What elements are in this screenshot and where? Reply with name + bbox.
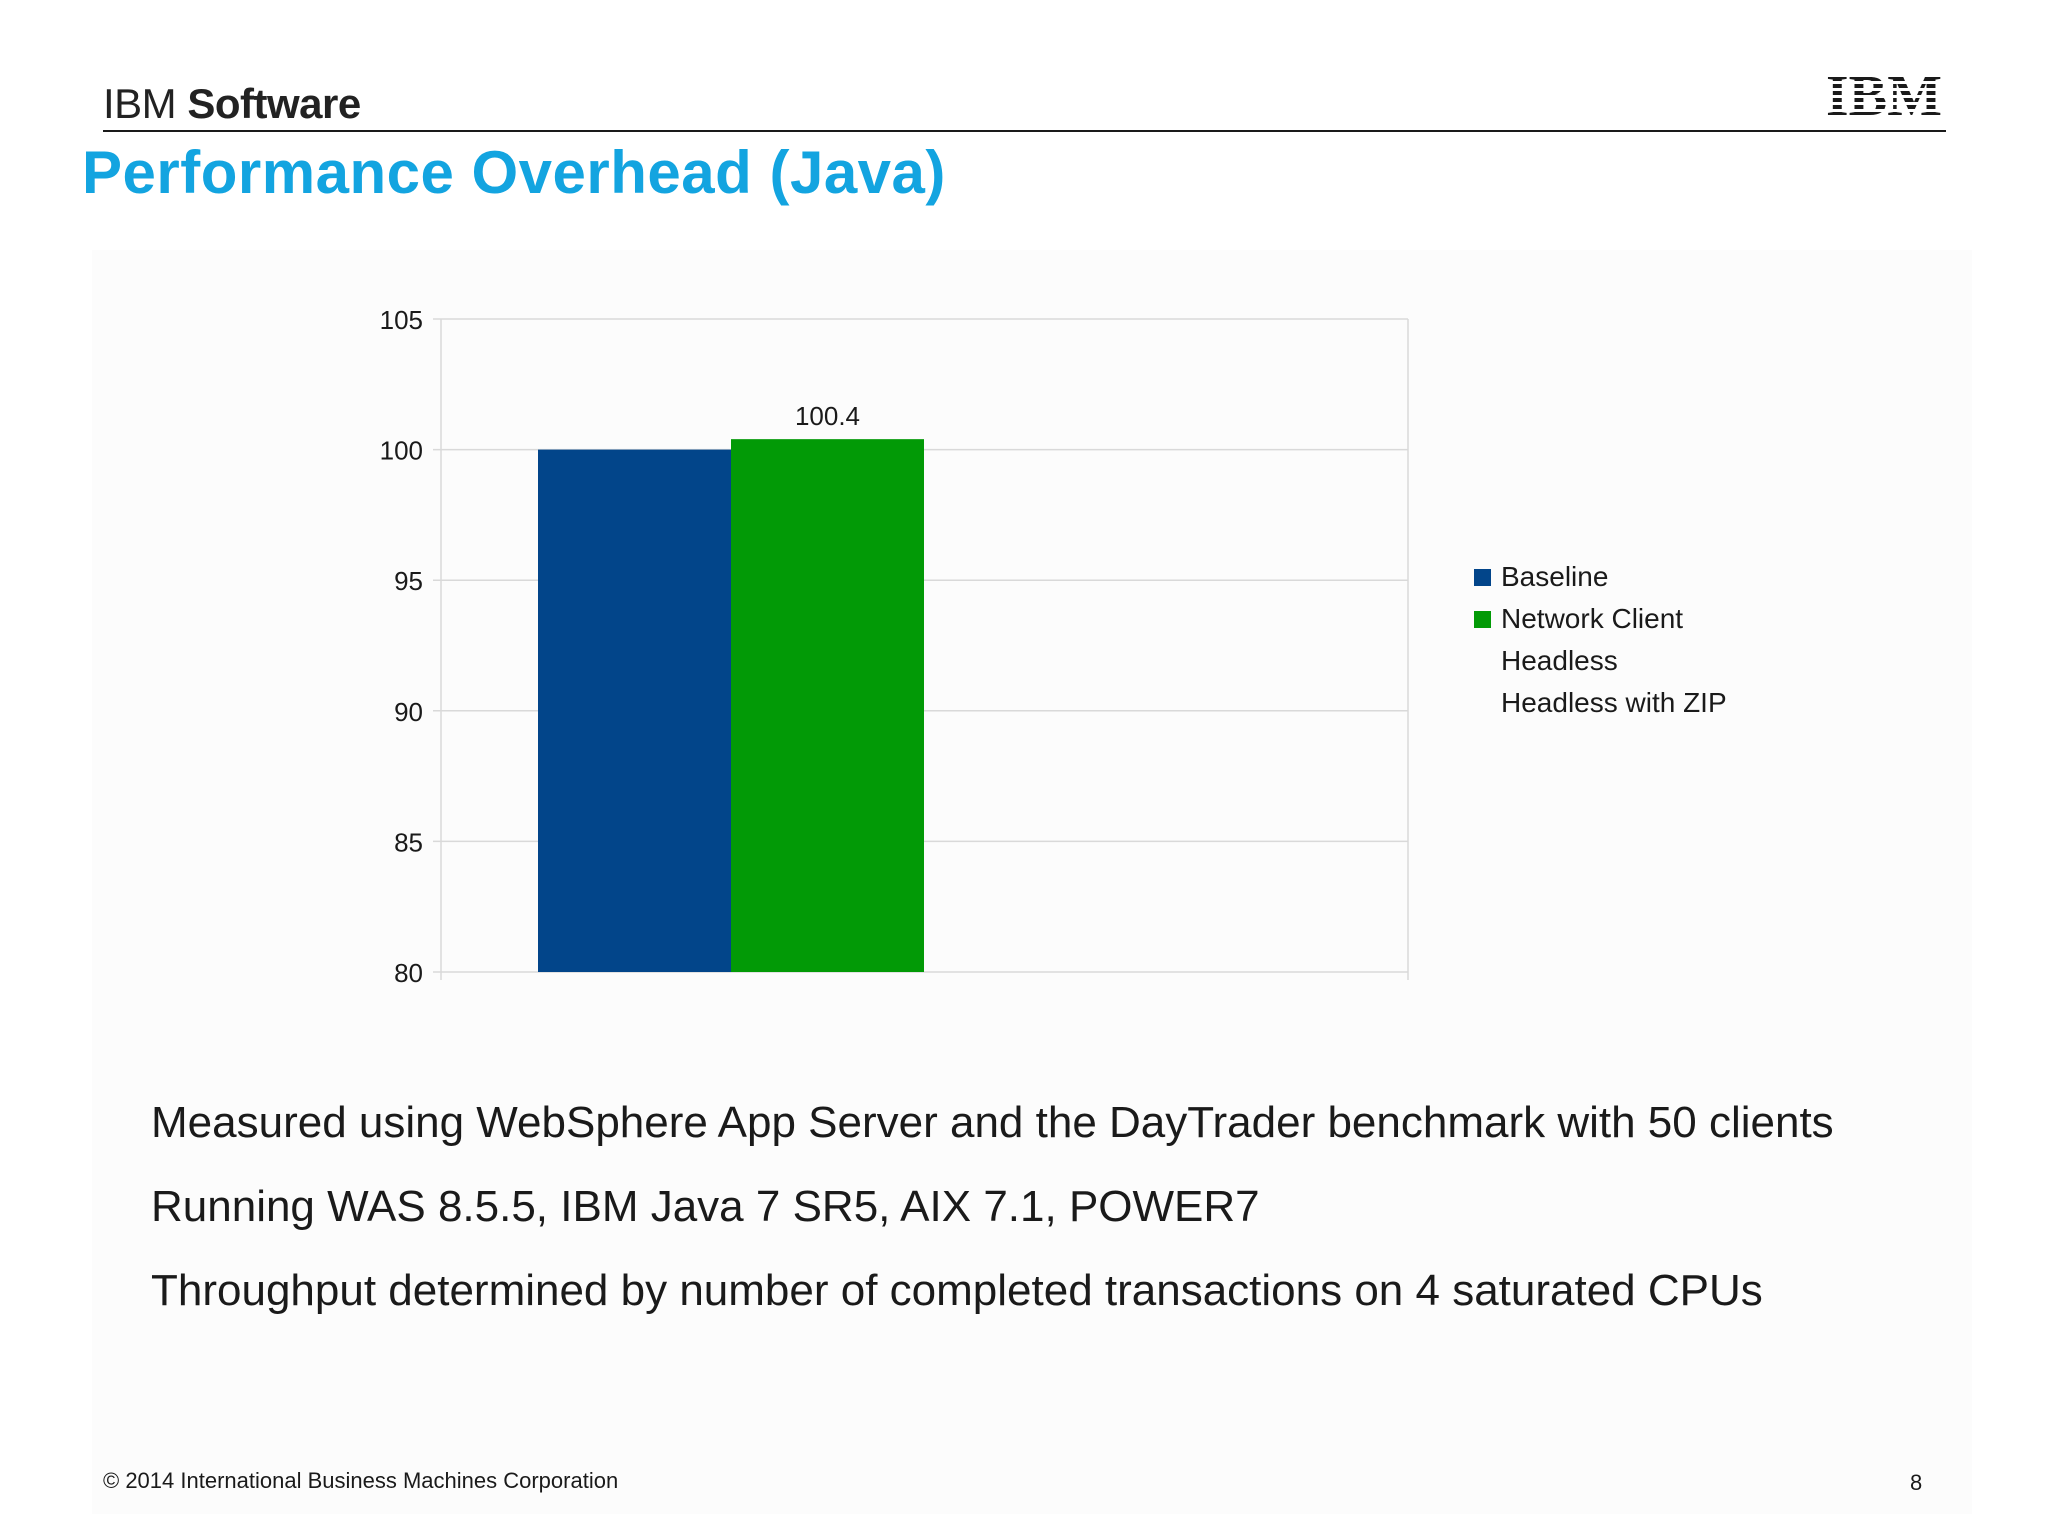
legend-label-headless: Headless — [1501, 645, 1618, 676]
legend-swatch-network-client — [1474, 610, 1491, 628]
page-number: 8 — [1910, 1470, 1923, 1495]
legend-item-headless: Headless — [1474, 640, 1727, 682]
bar-baseline — [538, 449, 731, 973]
y-tick-label-85: 85 — [394, 827, 423, 857]
legend-label-baseline: Baseline — [1501, 561, 1609, 592]
y-tick-label-90: 90 — [394, 697, 423, 727]
chart-bars — [538, 439, 924, 973]
legend-label-network-client: Network Client — [1501, 603, 1684, 634]
footer-copyright: © 2014 International Business Machines C… — [103, 1468, 619, 1493]
legend-swatch-headless — [1474, 653, 1491, 670]
chart-plot-frame — [440, 319, 1409, 980]
brand-prefix: IBM — [103, 80, 177, 127]
brand-title: IBM Software — [103, 80, 361, 128]
data-label-network-client: 100.4 — [795, 401, 860, 431]
bar-network-client — [731, 439, 924, 973]
bullet-line-2: Running WAS 8.5.5, IBM Java 7 SR5, AIX 7… — [151, 1182, 1260, 1231]
legend-label-headless-with-zip: Headless with ZIP — [1501, 687, 1727, 718]
ibm-logo-text: IBM — [1826, 70, 1942, 118]
legend-swatch-headless-with-zip — [1474, 695, 1491, 712]
y-tick-label-95: 95 — [394, 566, 423, 596]
legend-item-network-client: Network Client — [1474, 598, 1727, 640]
legend-item-baseline: Baseline — [1474, 556, 1727, 598]
legend-swatch-baseline — [1474, 568, 1491, 586]
bullet-list: Measured using WebSphere App Server and … — [151, 1097, 1834, 1349]
header-rule — [103, 130, 1946, 132]
y-tick-label-80: 80 — [394, 958, 423, 988]
slide-title: Performance Overhead (Java) — [82, 139, 946, 206]
y-tick-label-100: 100 — [380, 436, 423, 466]
bullet-line-3: Throughput determined by number of compl… — [151, 1266, 1763, 1315]
chart-labels: 80 85 90 95 100 105 100.4 — [380, 305, 860, 988]
bullet-line-1: Measured using WebSphere App Server and … — [151, 1098, 1834, 1147]
brand-strong: Software — [187, 80, 361, 127]
slide-content-background — [92, 250, 1972, 1514]
legend-item-headless-with-zip: Headless with ZIP — [1474, 682, 1727, 724]
ibm-logo: IBM — [1826, 70, 1942, 118]
y-tick-label-105: 105 — [380, 305, 423, 335]
chart-legend: Baseline Network Client Headless Headless w… — [1474, 556, 1727, 724]
